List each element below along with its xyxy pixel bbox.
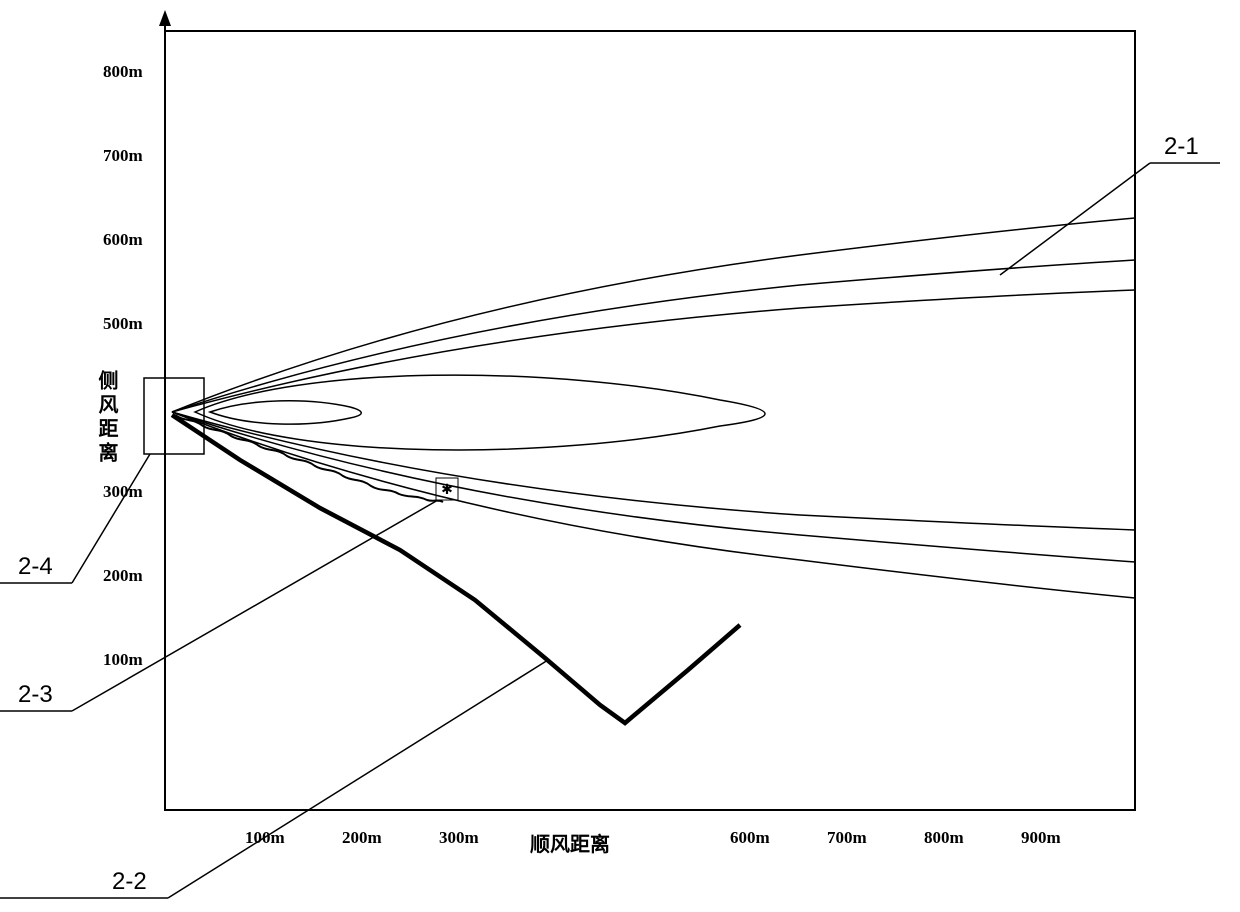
contour-inner-top: [172, 290, 1135, 412]
trajectory-thick: [172, 415, 740, 723]
x-tick-600: 600m: [730, 828, 770, 848]
contour-ellipse-large: [195, 375, 765, 450]
plot-frame: [165, 31, 1135, 810]
callout-label-2-2: 2-2: [112, 868, 147, 896]
callout-label-2-3: 2-3: [18, 681, 53, 709]
x-tick-300: 300m: [439, 828, 479, 848]
x-tick-200: 200m: [342, 828, 382, 848]
y-tick-200: 200m: [103, 566, 143, 586]
y-tick-700: 700m: [103, 146, 143, 166]
detector-marker: ✱: [441, 481, 453, 497]
callout-line-2-3: [72, 500, 438, 711]
contour-inner-bottom: [172, 412, 1135, 530]
x-tick-800: 800m: [924, 828, 964, 848]
x-tick-700: 700m: [827, 828, 867, 848]
y-tick-600: 600m: [103, 230, 143, 250]
x-tick-900: 900m: [1021, 828, 1061, 848]
contour-ellipse-small: [210, 401, 361, 424]
callout-line-2-2: [168, 660, 548, 898]
callout-label-2-1: 2-1: [1164, 133, 1199, 161]
callout-line-2-4: [72, 454, 150, 583]
callout-label-2-4: 2-4: [18, 553, 53, 581]
y-tick-800: 800m: [103, 62, 143, 82]
y-tick-300: 300m: [103, 482, 143, 502]
y-tick-500: 500m: [103, 314, 143, 334]
y-axis-arrow: [159, 10, 171, 26]
x-axis-label: 顺风距离: [530, 828, 610, 857]
x-tick-100: 100m: [245, 828, 285, 848]
y-axis-label: 侧风距离: [92, 370, 121, 466]
y-tick-100: 100m: [103, 650, 143, 670]
chart-svg: ✱: [0, 0, 1240, 912]
